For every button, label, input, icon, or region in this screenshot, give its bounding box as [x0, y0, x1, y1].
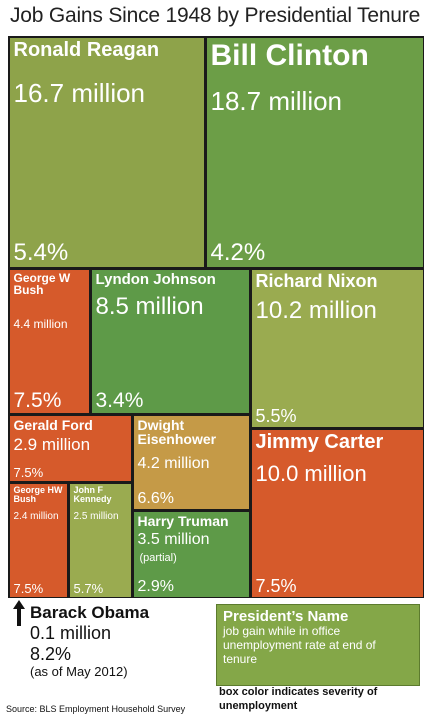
- tile-job-gain-truman: 3.5 million: [137, 530, 210, 548]
- tile-name-truman: Harry Truman: [137, 512, 229, 529]
- tile-unemployment-carter: 7.5%: [255, 575, 297, 596]
- tile-note-truman: (partial): [139, 551, 177, 564]
- tile-name-ford: Gerald Ford: [13, 416, 93, 433]
- tile-job-gain-ghwbush: 2.4 million: [13, 510, 59, 522]
- legend-box: President’s Name job gain while in offic…: [216, 604, 420, 686]
- tile-unemployment-lbj: 3.4%: [95, 388, 144, 412]
- tile-unemployment-clinton: 4.2%: [210, 238, 266, 266]
- tile-job-gain-reagan: 16.7 million: [13, 77, 146, 108]
- legend-rate-label: unemployment rate at end of tenure: [223, 637, 376, 666]
- treemap-tile-lbj: Lyndon Johnson 8.5 million 3.4%: [91, 269, 249, 413]
- chart-title: Job Gains Since 1948 by Presidential Ten…: [9, 4, 421, 27]
- tile-name-lbj: Lyndon Johnson: [95, 270, 216, 288]
- tile-unemployment-eisenhower: 6.6%: [137, 489, 174, 507]
- tile-job-gain-ford: 2.9 million: [13, 434, 91, 454]
- tile-unemployment-ghwbush: 7.5%: [13, 580, 44, 596]
- tile-job-gain-lbj: 8.5 million: [95, 292, 204, 320]
- tile-job-gain-eisenhower: 4.2 million: [137, 454, 210, 472]
- treemap-tile-nixon: Richard Nixon 10.2 million 5.5%: [251, 269, 423, 427]
- tile-unemployment-truman: 2.9%: [137, 577, 174, 595]
- tile-name-clinton: Bill Clinton: [210, 38, 369, 72]
- tile-name-carter: Jimmy Carter: [255, 430, 384, 453]
- tile-name-ghwbush: George HW Bush: [13, 484, 63, 504]
- tile-unemployment-reagan: 5.4%: [13, 238, 69, 266]
- obama-name: Barack Obama: [30, 603, 150, 622]
- obama-note: (as of May 2012): [30, 664, 128, 680]
- legend-color-note: box color indicates severity of unemploy…: [219, 686, 378, 712]
- obama-annotation: Barack Obama 0.1 million 8.2% (as of May…: [30, 603, 149, 679]
- treemap-tile-eisenhower: Dwight Eisenhower 4.2 million 6.6%: [133, 415, 249, 509]
- tile-name-nixon: Richard Nixon: [255, 270, 378, 291]
- treemap-tile-ghwbush: George HW Bush 2.4 million 7.5%: [9, 483, 67, 597]
- treemap-tile-gwbush: George W Bush 4.4 million 7.5%: [9, 269, 89, 413]
- tile-unemployment-gwbush: 7.5%: [13, 388, 62, 412]
- tile-unemployment-nixon: 5.5%: [255, 405, 297, 426]
- up-arrow-icon: [13, 600, 25, 626]
- tile-name-jfk: John F Kennedy: [73, 484, 112, 504]
- obama-job-gain: 0.1 million: [30, 623, 112, 643]
- tile-unemployment-jfk: 5.7%: [73, 580, 104, 596]
- treemap-tile-reagan: Ronald Reagan 16.7 million 5.4%: [9, 37, 204, 267]
- treemap: Ronald Reagan 16.7 million 5.4% Bill Clinto…: [8, 36, 424, 598]
- treemap-tile-clinton: Bill Clinton 18.7 million 4.2%: [206, 37, 423, 267]
- tile-unemployment-ford: 7.5%: [13, 464, 44, 480]
- tile-name-gwbush: George W Bush: [13, 270, 71, 298]
- treemap-tile-carter: Jimmy Carter 10.0 million 7.5%: [251, 429, 423, 597]
- treemap-tile-truman: Harry Truman 3.5 million (partial) 2.9%: [133, 511, 249, 597]
- tile-job-gain-carter: 10.0 million: [255, 460, 367, 486]
- treemap-tile-ford: Gerald Ford 2.9 million 7.5%: [9, 415, 131, 481]
- tile-name-reagan: Ronald Reagan: [13, 38, 160, 61]
- tile-job-gain-gwbush: 4.4 million: [13, 316, 68, 331]
- tile-job-gain-jfk: 2.5 million: [73, 510, 119, 522]
- legend-name-label: President’s Name: [223, 608, 349, 625]
- tile-name-eisenhower: Dwight Eisenhower: [137, 416, 217, 448]
- tile-job-gain-clinton: 18.7 million: [210, 85, 343, 116]
- legend-gain-label: job gain while in office: [223, 624, 341, 638]
- treemap-tile-jfk: John F Kennedy 2.5 million 5.7%: [69, 483, 131, 597]
- tile-job-gain-nixon: 10.2 million: [255, 296, 377, 324]
- source-note: Source: BLS Employment Household Survey: [6, 704, 186, 714]
- obama-unemployment-rate: 8.2%: [30, 643, 72, 664]
